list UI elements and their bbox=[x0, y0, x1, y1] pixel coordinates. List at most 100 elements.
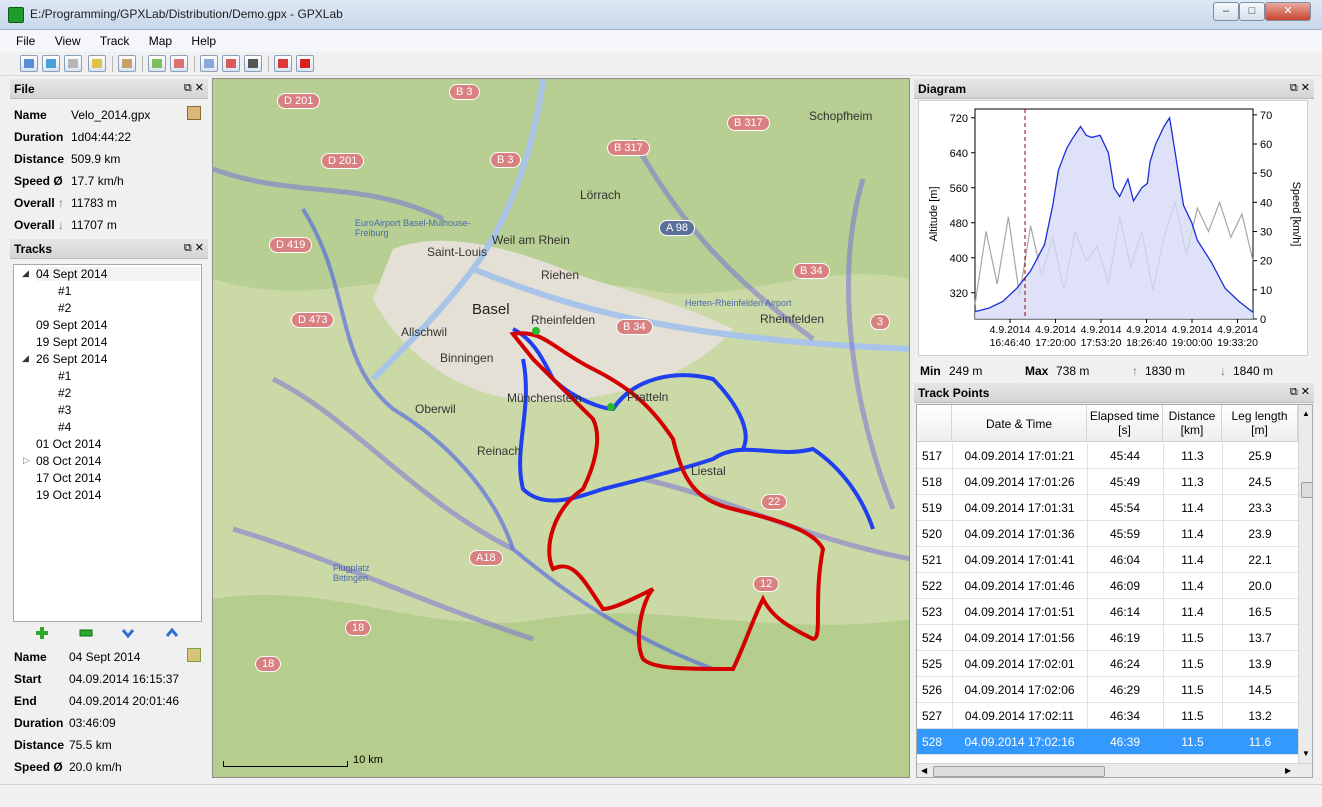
table-cell-elapsed: 46:14 bbox=[1109, 605, 1141, 619]
table-row[interactable]: 528 04.09.2014 17:02:16 46:39 11.5 11.6 bbox=[917, 729, 1298, 755]
tree-item[interactable]: 17 Oct 2014 bbox=[36, 471, 102, 485]
track-properties-button[interactable] bbox=[148, 55, 166, 72]
tree-item[interactable]: 04 Sept 2014 bbox=[36, 267, 200, 281]
road-shield: B 3 bbox=[449, 84, 480, 100]
tree-item[interactable]: #1 bbox=[58, 284, 72, 298]
remove-track-button[interactable] bbox=[79, 626, 93, 640]
tree-item[interactable]: 26 Sept 2014 bbox=[36, 352, 108, 366]
minimize-button[interactable]: – bbox=[1213, 2, 1239, 21]
table-cell-elapsed: 45:44 bbox=[1109, 449, 1141, 463]
tree-expander-icon[interactable]: ◢ bbox=[22, 353, 29, 363]
center-point-button[interactable] bbox=[244, 55, 262, 72]
save-as-button[interactable] bbox=[88, 55, 106, 72]
diagram-min-label: Min bbox=[920, 364, 941, 378]
scroll-thumb[interactable] bbox=[933, 766, 1105, 777]
table-cell-dist: 11.3 bbox=[1181, 475, 1204, 489]
grid-line bbox=[1163, 547, 1164, 573]
track-points-table[interactable]: Date & Time Elapsed time [s] Distance [k… bbox=[916, 404, 1313, 778]
tree-expander-icon[interactable]: ◢ bbox=[22, 268, 29, 278]
move-down-button[interactable] bbox=[121, 626, 135, 640]
table-row[interactable]: 525 04.09.2014 17:02:01 46:24 11.5 13.9 bbox=[917, 651, 1298, 677]
menu-map[interactable]: Map bbox=[148, 34, 173, 48]
place-label: Allschwil bbox=[401, 325, 448, 339]
open-file-button[interactable] bbox=[20, 55, 38, 72]
track-name-label: Name bbox=[14, 650, 47, 664]
tree-item[interactable]: 19 Oct 2014 bbox=[36, 488, 102, 502]
maximize-button[interactable]: □ bbox=[1239, 2, 1265, 21]
close-button[interactable]: ✕ bbox=[1265, 2, 1311, 21]
table-row[interactable]: 527 04.09.2014 17:02:11 46:34 11.5 13.2 bbox=[917, 703, 1298, 729]
tree-item[interactable]: #1 bbox=[58, 369, 72, 383]
menu-view[interactable]: View bbox=[54, 34, 81, 48]
map-view[interactable]: Basel Saint-Louis Weil am Rhein Riehen L… bbox=[212, 78, 910, 778]
scroll-thumb[interactable] bbox=[1301, 482, 1312, 498]
toolbar-separator bbox=[268, 56, 269, 72]
table-cell-dist: 11.5 bbox=[1181, 631, 1204, 645]
table-row[interactable]: 517 04.09.2014 17:01:21 45:44 11.3 25.9 bbox=[917, 443, 1298, 469]
column-header-distance[interactable]: Distance [km] bbox=[1163, 405, 1222, 442]
tree-item[interactable]: #3 bbox=[58, 403, 72, 417]
panel-buttons[interactable]: ⧉ ✕ bbox=[183, 242, 204, 254]
panel-buttons[interactable]: ⧉ ✕ bbox=[1289, 82, 1310, 94]
menu-track[interactable]: Track bbox=[99, 34, 130, 48]
diagram-panel-label: Diagram bbox=[918, 82, 967, 96]
tracks-tree[interactable]: ◢ 04 Sept 2014 #1 #2 09 Sept 2014 19 Sep… bbox=[13, 264, 202, 622]
diagram-button[interactable] bbox=[170, 55, 188, 72]
table-row[interactable]: 521 04.09.2014 17:01:41 46:04 11.4 22.1 bbox=[917, 547, 1298, 573]
tree-item[interactable]: 08 Oct 2014 bbox=[36, 454, 102, 468]
scroll-up-arrow[interactable]: ▲ bbox=[1302, 409, 1310, 418]
table-row[interactable]: 524 04.09.2014 17:01:56 46:19 11.5 13.7 bbox=[917, 625, 1298, 651]
x-tick-label: 4.9.2014 bbox=[1081, 324, 1122, 336]
y2-tick-label: 50 bbox=[1260, 168, 1272, 180]
y2-tick-label: 10 bbox=[1260, 285, 1272, 297]
x-tick-label: 4.9.2014 bbox=[1035, 324, 1076, 336]
follow-track-button[interactable] bbox=[274, 55, 292, 72]
grid-line bbox=[952, 677, 953, 703]
table-row[interactable]: 519 04.09.2014 17:01:31 45:54 11.4 23.3 bbox=[917, 495, 1298, 521]
label: Speed Ø bbox=[14, 760, 63, 774]
vertical-scrollbar[interactable]: ▲ ▼ bbox=[1298, 405, 1312, 763]
tree-item[interactable]: #2 bbox=[58, 301, 72, 315]
add-file-button[interactable] bbox=[42, 55, 60, 72]
table-row[interactable]: 526 04.09.2014 17:02:06 46:29 11.5 14.5 bbox=[917, 677, 1298, 703]
scroll-down-arrow[interactable]: ▼ bbox=[1302, 749, 1310, 758]
save-button[interactable] bbox=[64, 55, 82, 72]
file-properties-button[interactable] bbox=[118, 55, 136, 72]
altitude-speed-diagram[interactable]: 320 400 480 560 640 720 0 10 20 30 40 50 60 70 4.9.201… bbox=[918, 100, 1308, 356]
column-header-elapsed[interactable]: Elapsed time [s] bbox=[1087, 405, 1163, 442]
grid-line bbox=[1163, 599, 1164, 625]
folder-icon bbox=[24, 59, 34, 68]
panel-buttons[interactable]: ⧉ ✕ bbox=[1289, 386, 1310, 398]
table-cell-dist: 11.4 bbox=[1181, 553, 1204, 567]
map-canvas[interactable] bbox=[213, 79, 910, 778]
edit-file-icon[interactable] bbox=[187, 106, 201, 120]
scroll-right-arrow[interactable]: ▶ bbox=[1285, 766, 1292, 775]
tree-expander-icon[interactable]: ▷ bbox=[23, 455, 30, 465]
panel-buttons[interactable]: ⧉ ✕ bbox=[183, 82, 204, 94]
column-header-leg[interactable]: Leg length [m] bbox=[1222, 405, 1298, 442]
column-header-datetime[interactable]: Date & Time bbox=[952, 405, 1087, 442]
column-header-index[interactable] bbox=[917, 405, 952, 442]
table-row[interactable]: 522 04.09.2014 17:01:46 46:09 11.4 20.0 bbox=[917, 573, 1298, 599]
tree-item[interactable]: 19 Sept 2014 bbox=[36, 335, 108, 349]
grid-line bbox=[952, 495, 953, 521]
table-row[interactable]: 523 04.09.2014 17:01:51 46:14 11.4 16.5 bbox=[917, 599, 1298, 625]
horizontal-scrollbar[interactable]: ◀ ▶ bbox=[917, 763, 1312, 777]
table-row[interactable]: 520 04.09.2014 17:01:36 45:59 11.4 23.9 bbox=[917, 521, 1298, 547]
next-point-button[interactable] bbox=[296, 55, 314, 72]
tree-item[interactable]: 09 Sept 2014 bbox=[36, 318, 108, 332]
tree-item[interactable]: 01 Oct 2014 bbox=[36, 437, 102, 451]
zoom-track-button[interactable] bbox=[222, 55, 240, 72]
scroll-left-arrow[interactable]: ◀ bbox=[921, 766, 928, 775]
menu-help[interactable]: Help bbox=[191, 34, 217, 48]
fit-map-button[interactable] bbox=[200, 55, 218, 72]
menu-file[interactable]: File bbox=[16, 34, 36, 48]
move-up-button[interactable] bbox=[165, 626, 179, 640]
edit-track-icon[interactable] bbox=[187, 648, 201, 662]
diagram-chart[interactable]: 320 400 480 560 640 720 0 10 20 30 40 50 60 70 4.9.201… bbox=[919, 101, 1309, 357]
tree-item[interactable]: #4 bbox=[58, 420, 72, 434]
grid-line bbox=[952, 625, 953, 651]
tree-item[interactable]: #2 bbox=[58, 386, 72, 400]
add-track-button[interactable] bbox=[35, 626, 49, 640]
table-row[interactable]: 518 04.09.2014 17:01:26 45:49 11.3 24.5 bbox=[917, 469, 1298, 495]
